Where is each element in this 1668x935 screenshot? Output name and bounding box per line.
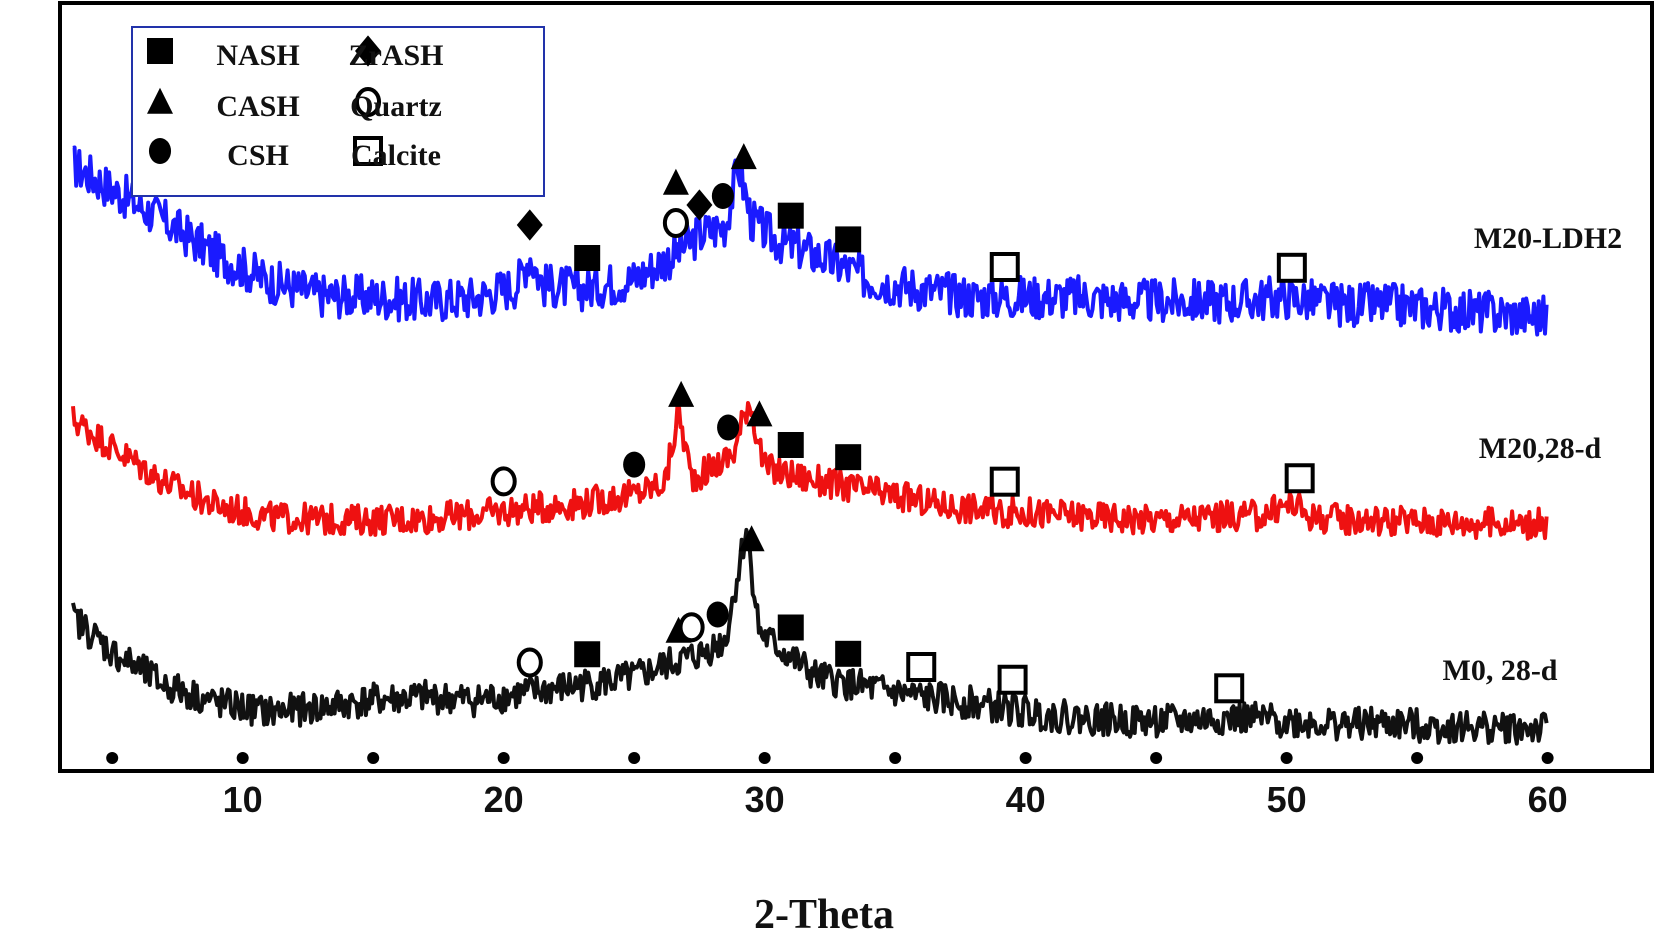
legend-open-circle-icon: [354, 87, 382, 117]
legend-filled-triangle-icon: [147, 87, 173, 114]
tick-mark: [758, 752, 771, 764]
legend-label: ZrASH: [348, 39, 443, 72]
filled-triangle-marker: [738, 525, 765, 552]
tick-mark: [236, 752, 249, 764]
series-line: [71, 401, 1549, 541]
legend-label: NASH: [216, 39, 299, 72]
filled-square-marker: [777, 202, 804, 229]
x-tick-label: 60: [1528, 779, 1568, 820]
x-axis: 10 20 30 40 50 60: [106, 752, 1568, 820]
legend-label: Calcite: [351, 139, 441, 172]
open-square-marker: [989, 466, 1020, 497]
tick-mark: [497, 752, 510, 764]
legend: NASH ZrASH CASH Quartz CSH Calcite: [131, 26, 545, 197]
legend-filled-square-icon: [147, 38, 173, 64]
annotation-layer: [490, 143, 1315, 704]
filled-triangle-marker: [668, 380, 695, 407]
open-square-marker: [906, 652, 937, 682]
legend-filled-circle-icon: [148, 138, 172, 164]
filled-square-marker: [835, 226, 862, 253]
series-line: [72, 145, 1549, 337]
x-tick-label: 30: [745, 779, 785, 820]
filled-triangle-marker: [662, 168, 689, 195]
tick-mark: [106, 752, 119, 764]
open-square-marker: [1284, 463, 1315, 494]
legend-entries: NASH ZrASH CASH Quartz CSH Calcite: [147, 35, 444, 172]
tick-mark: [628, 752, 641, 764]
series-layer: [71, 145, 1549, 746]
legend-label: Quartz: [350, 90, 442, 123]
filled-square-marker: [835, 640, 862, 667]
filled-square-marker: [574, 245, 601, 271]
filled-diamond-marker: [686, 189, 713, 221]
legend-open-square-icon: [353, 136, 383, 166]
plot-frame: [58, 1, 1654, 773]
filled-square-marker: [777, 614, 804, 641]
x-tick-label: 10: [223, 779, 263, 820]
tick-mark: [1411, 752, 1424, 764]
filled-square-marker: [574, 641, 601, 668]
legend-box: [131, 26, 545, 197]
filled-square-marker: [777, 432, 804, 458]
tick-mark: [367, 752, 380, 764]
series-label: M20-LDH2: [1474, 222, 1622, 255]
series-labels: M20-LDH2 M20,28-d M0, 28-d: [1443, 222, 1623, 687]
open-circle-marker: [678, 612, 705, 643]
x-axis-title: 2-Theta: [754, 892, 894, 935]
series-label: M0, 28-d: [1443, 654, 1558, 687]
tick-mark: [889, 752, 902, 764]
legend-label: CASH: [216, 90, 299, 123]
filled-circle-marker: [717, 414, 740, 441]
open-circle-marker: [662, 208, 689, 238]
filled-triangle-marker: [746, 400, 773, 427]
legend-label: CSH: [227, 139, 289, 172]
open-square-marker: [1214, 673, 1245, 704]
tick-mark: [1150, 752, 1163, 764]
filled-circle-marker: [623, 451, 646, 478]
open-circle-marker: [516, 647, 543, 678]
series-line: [71, 527, 1549, 746]
filled-circle-marker: [706, 601, 729, 628]
tick-mark: [1541, 752, 1554, 764]
x-tick-label: 40: [1006, 779, 1046, 820]
x-tick-label: 50: [1267, 779, 1307, 820]
filled-circle-marker: [711, 183, 734, 209]
filled-square-marker: [835, 444, 862, 471]
series-label: M20,28-d: [1479, 432, 1602, 465]
tick-mark: [1019, 752, 1032, 764]
legend-filled-diamond-icon: [355, 35, 381, 67]
tick-mark: [1280, 752, 1293, 764]
open-square-marker: [1276, 252, 1307, 283]
open-square-marker: [997, 664, 1028, 695]
filled-diamond-marker: [516, 209, 543, 241]
open-circle-marker: [490, 466, 517, 497]
open-square-marker: [989, 252, 1020, 282]
filled-triangle-marker: [730, 143, 757, 170]
x-tick-label: 20: [484, 779, 524, 820]
